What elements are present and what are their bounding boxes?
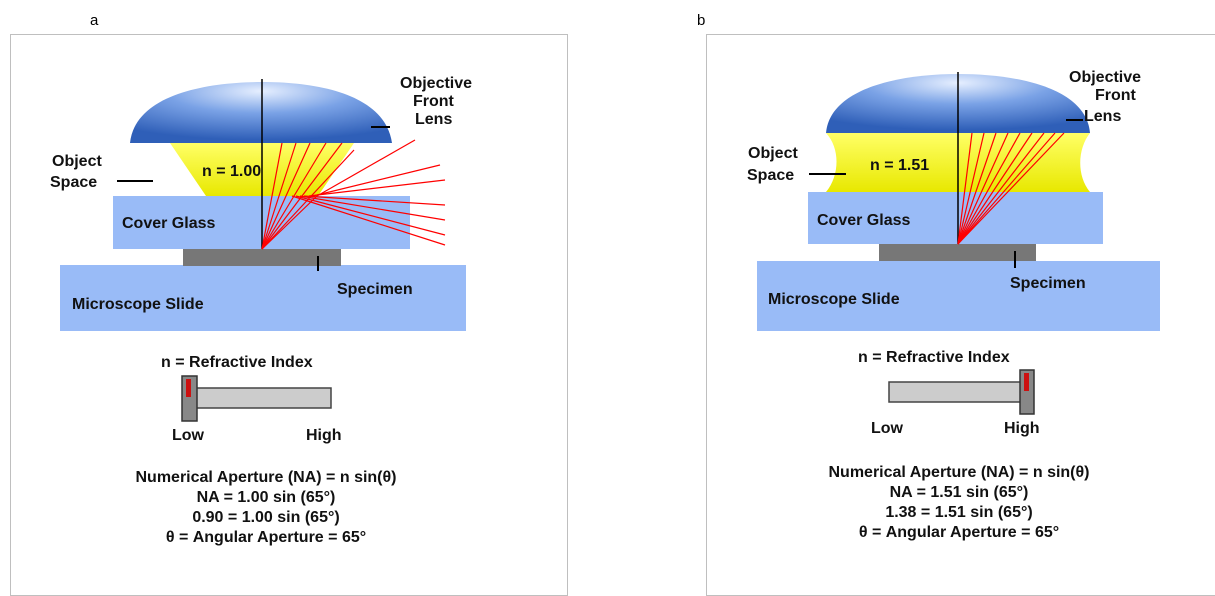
object-space-label-line2: Space xyxy=(747,167,794,184)
refractive-index-track[interactable] xyxy=(194,387,332,409)
objective-label-line2: Front xyxy=(1095,87,1137,104)
slider-high-label: High xyxy=(1004,420,1040,437)
panel-b-diagram: Objective Front Lens Object Space n = 1.… xyxy=(747,69,1160,541)
panel-a-diagram: Objective Front Lens Object Space n = 1.… xyxy=(50,75,472,546)
na-substitution: NA = 1.51 sin (65°) xyxy=(890,484,1029,501)
cover-glass-label: Cover Glass xyxy=(122,215,215,232)
objective-label-line3: Lens xyxy=(1084,108,1121,125)
refractive-index-knob[interactable] xyxy=(1019,369,1035,415)
slider-high-label: High xyxy=(306,427,342,444)
na-formula: Numerical Aperture (NA) = n sin(θ) xyxy=(829,464,1090,481)
microscope-slide-label: Microscope Slide xyxy=(72,296,204,313)
na-result: 0.90 = 1.00 sin (65°) xyxy=(192,509,339,526)
objective-label-line1: Objective xyxy=(400,75,472,92)
angular-aperture: θ = Angular Aperture = 65° xyxy=(859,524,1059,541)
slider-low-label: Low xyxy=(871,420,904,437)
object-space-label-line2: Space xyxy=(50,174,97,191)
refractive-index-track[interactable] xyxy=(888,381,1025,403)
panel-b-letter: b xyxy=(697,12,706,29)
refractive-index-value: n = 1.00 xyxy=(202,163,261,180)
panel-a-letter: a xyxy=(90,12,99,29)
refractive-index-title: n = Refractive Index xyxy=(161,354,313,371)
cover-glass-label: Cover Glass xyxy=(817,212,910,229)
light-rays xyxy=(957,132,1065,245)
specimen xyxy=(879,243,1036,261)
microscope-slide xyxy=(757,261,1160,331)
microscope-slide-label: Microscope Slide xyxy=(768,291,900,308)
objective-label-line3: Lens xyxy=(415,111,452,128)
na-formula: Numerical Aperture (NA) = n sin(θ) xyxy=(136,469,397,486)
specimen-label: Specimen xyxy=(1010,275,1086,292)
light-rays xyxy=(261,139,446,250)
refractive-index-value: n = 1.51 xyxy=(870,157,929,174)
specimen xyxy=(183,248,341,266)
na-substitution: NA = 1.00 sin (65°) xyxy=(197,489,336,506)
objective-front-lens xyxy=(130,82,392,143)
objective-label-line2: Front xyxy=(413,93,455,110)
specimen-label: Specimen xyxy=(337,281,413,298)
angular-aperture: θ = Angular Aperture = 65° xyxy=(166,529,366,546)
slider-low-label: Low xyxy=(172,427,205,444)
cover-glass xyxy=(808,192,1103,244)
object-space-label-line1: Object xyxy=(748,145,798,162)
na-result: 1.38 = 1.51 sin (65°) xyxy=(885,504,1032,521)
objective-label-line1: Objective xyxy=(1069,69,1141,86)
microscope-slide xyxy=(60,265,466,331)
refractive-index-title: n = Refractive Index xyxy=(858,349,1010,366)
refractive-index-knob[interactable] xyxy=(181,375,198,422)
object-space-label-line1: Object xyxy=(52,153,102,170)
